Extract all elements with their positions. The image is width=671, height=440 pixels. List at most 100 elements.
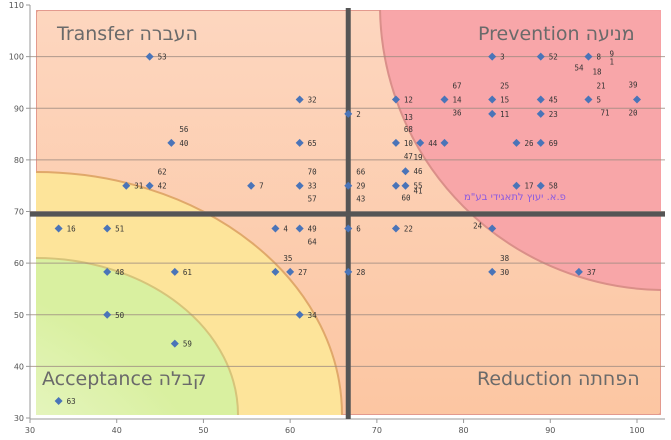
point-label: 9 bbox=[609, 50, 614, 59]
point-marker bbox=[247, 181, 256, 190]
point-label: 27 bbox=[298, 268, 307, 277]
data-point: 59 bbox=[170, 339, 192, 349]
point-label: 3 bbox=[500, 53, 505, 62]
point-marker bbox=[295, 181, 304, 190]
quadrant-label-prevention: Prevention מניעה bbox=[478, 23, 635, 45]
data-point: 42 62 bbox=[145, 168, 167, 191]
point-label-extra: 62 bbox=[158, 168, 167, 177]
point-marker bbox=[391, 181, 400, 190]
point-label: 26 bbox=[524, 139, 534, 148]
y-tick-label: 100 bbox=[9, 53, 24, 62]
data-point: 31 bbox=[122, 181, 143, 191]
data-point: 16 bbox=[54, 224, 76, 234]
data-point: 44 bbox=[416, 138, 438, 148]
zone-prevention bbox=[379, 10, 661, 291]
point-marker bbox=[391, 224, 400, 233]
data-point: 45 bbox=[536, 95, 558, 104]
point-marker bbox=[122, 181, 131, 190]
point-label: 58 bbox=[549, 182, 559, 191]
point-label-extra: 56 bbox=[179, 125, 189, 134]
point-label-extra: 21 bbox=[596, 81, 605, 90]
watermark-text: פ.א. יעוץ לתאגידי בע"מ bbox=[464, 192, 566, 203]
data-point: 4 bbox=[271, 224, 288, 234]
point-label-extra: 25 bbox=[500, 81, 509, 90]
data-point: 40 56 bbox=[167, 125, 189, 148]
point-label: 45 bbox=[549, 95, 558, 104]
point-label: 59 bbox=[183, 340, 192, 349]
point-marker bbox=[536, 109, 545, 118]
data-point: 27 bbox=[286, 267, 307, 277]
point-label-extra: 68 bbox=[404, 125, 414, 134]
y-tick-label: 90 bbox=[14, 104, 24, 113]
point-label: 5 bbox=[596, 95, 601, 104]
point-label: 14 bbox=[452, 95, 462, 104]
data-point: 28 bbox=[344, 267, 366, 277]
point-label-extra: 67 bbox=[452, 81, 461, 90]
data-point: 35 bbox=[271, 254, 292, 276]
point-label: 17 bbox=[524, 182, 533, 191]
x-tick-label: 40 bbox=[112, 426, 122, 435]
y-tick-label: 60 bbox=[14, 259, 24, 268]
point-label: 12 bbox=[404, 95, 413, 104]
point-marker bbox=[103, 224, 112, 233]
data-point: 17 bbox=[512, 181, 533, 191]
point-label: 52 bbox=[549, 53, 558, 62]
point-label: 30 bbox=[500, 268, 510, 277]
point-marker bbox=[54, 224, 63, 233]
data-point: 3 bbox=[488, 52, 505, 62]
point-marker bbox=[416, 138, 425, 147]
point-marker bbox=[170, 267, 179, 276]
point-label: 28 bbox=[356, 268, 366, 277]
data-point: 6 bbox=[344, 224, 361, 234]
quadrant-label-reduction: Reduction הפחתה bbox=[477, 368, 640, 390]
point-label: 39 bbox=[628, 80, 637, 89]
point-marker bbox=[103, 267, 112, 276]
point-label-extra: 70 bbox=[308, 168, 318, 177]
point-marker bbox=[295, 310, 304, 319]
point-marker bbox=[295, 138, 304, 147]
point-label-extra: 47 bbox=[404, 152, 413, 161]
y-tick-label: 70 bbox=[14, 208, 24, 217]
point-marker bbox=[536, 138, 545, 147]
point-marker bbox=[145, 52, 154, 61]
point-label: 50 bbox=[115, 311, 125, 320]
point-label-extra: 66 bbox=[356, 168, 366, 177]
data-point: 26 bbox=[512, 138, 534, 148]
point-label: 44 bbox=[428, 139, 438, 148]
point-label-extra: 71 bbox=[600, 108, 609, 117]
point-marker bbox=[512, 181, 521, 190]
data-point: 51 bbox=[103, 224, 124, 234]
point-label: 33 bbox=[308, 182, 317, 191]
point-marker bbox=[401, 181, 410, 190]
point-label: 49 bbox=[308, 225, 317, 234]
point-label: 23 bbox=[549, 110, 558, 119]
point-label-extra: 41 bbox=[413, 187, 422, 196]
data-point: 23 bbox=[536, 109, 558, 119]
point-label: 61 bbox=[183, 268, 192, 277]
data-point: 30 38 bbox=[488, 254, 510, 277]
point-label-extra: 20 bbox=[628, 108, 638, 117]
quadrant-labels: Transfer העברה Prevention מניעה Acceptan… bbox=[42, 23, 640, 390]
y-tick-label: 40 bbox=[14, 362, 24, 371]
point-label-extra: 43 bbox=[356, 195, 365, 204]
point-marker bbox=[488, 52, 497, 61]
point-label: 32 bbox=[308, 95, 317, 104]
point-label: 53 bbox=[158, 53, 167, 62]
point-marker bbox=[344, 224, 353, 233]
data-point: 2 bbox=[344, 109, 361, 119]
point-label: 10 bbox=[404, 139, 414, 148]
point-label: 1 bbox=[609, 58, 614, 67]
point-label: 7 bbox=[259, 182, 264, 191]
point-marker bbox=[167, 138, 176, 147]
point-marker bbox=[103, 310, 112, 319]
quadrant-label-acceptance: Acceptance קבלה bbox=[42, 368, 206, 390]
data-point: 11 bbox=[488, 109, 509, 119]
data-point bbox=[391, 181, 400, 190]
data-point: 10 68 13 47 bbox=[391, 113, 414, 161]
point-marker bbox=[401, 167, 410, 176]
point-marker bbox=[440, 95, 449, 104]
